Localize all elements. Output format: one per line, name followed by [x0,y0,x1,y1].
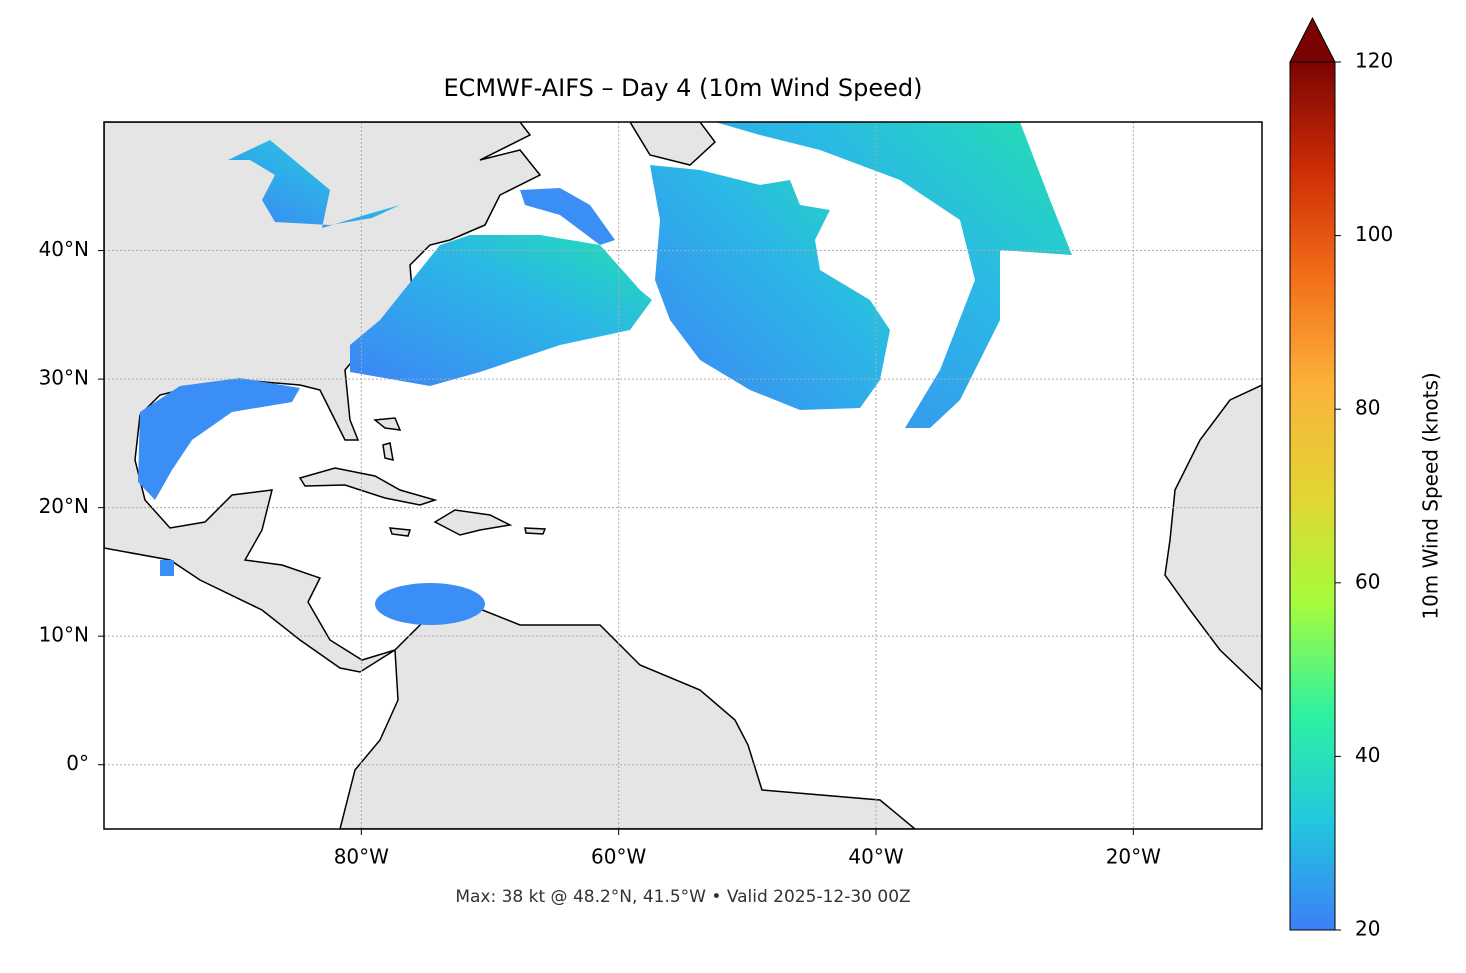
puerto-rico [524,527,547,535]
map-frame [103,121,1263,830]
wind-caribbean [375,583,485,625]
wind-great-lakes [228,140,400,228]
colorbar-tick-label: 20 [1355,917,1380,941]
hispaniola [433,509,513,536]
y-tick-label: 40°N [39,237,89,261]
map [104,122,1262,829]
colorbar-tick-label: 100 [1355,222,1393,246]
wind-central-atlantic [650,165,890,410]
x-tick-label: 80°W [334,845,389,869]
colorbar-tick-label: 60 [1355,569,1380,593]
wind-atlantic-coast [350,235,652,386]
chart-title: ECMWF-AIFS – Day 4 (10m Wind Speed) [443,74,922,102]
colorbar-scale [1289,61,1336,931]
jamaica [388,527,412,537]
y-tick-label: 0° [66,751,89,775]
x-tick-label: 20°W [1106,845,1161,869]
grid [104,122,1262,829]
wind-pacific [160,560,174,576]
wind-northeast [520,188,615,245]
greenland [629,122,717,166]
north-america [104,122,542,673]
colorbar-tick-label: 120 [1355,49,1393,73]
cuba [298,467,438,506]
south-america [339,604,917,829]
y-tick-label: 10°N [39,623,89,647]
y-tick-label: 30°N [39,366,89,390]
africa [1164,384,1262,692]
bahamas [373,417,402,462]
colorbar-label: 10m Wind Speed (knots) [1419,372,1443,619]
x-tick-label: 60°W [591,845,646,869]
colorbar: 20 40 60 80 100 120 [1289,16,1393,941]
colorbar-tick-label: 80 [1355,396,1380,420]
y-tick-label: 20°N [39,494,89,518]
caption: Max: 38 kt @ 48.2°N, 41.5°W • Valid 2025… [455,887,910,907]
wind-arc [715,122,1072,428]
colorbar-extend [1289,16,1336,63]
x-tick-label: 40°W [848,845,903,869]
colorbar-tick-label: 40 [1355,743,1380,767]
wind-gulf [138,378,300,500]
